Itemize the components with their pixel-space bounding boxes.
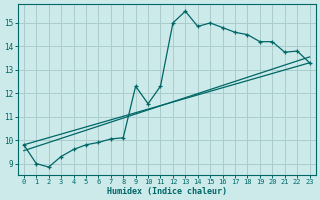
X-axis label: Humidex (Indice chaleur): Humidex (Indice chaleur)	[107, 187, 227, 196]
